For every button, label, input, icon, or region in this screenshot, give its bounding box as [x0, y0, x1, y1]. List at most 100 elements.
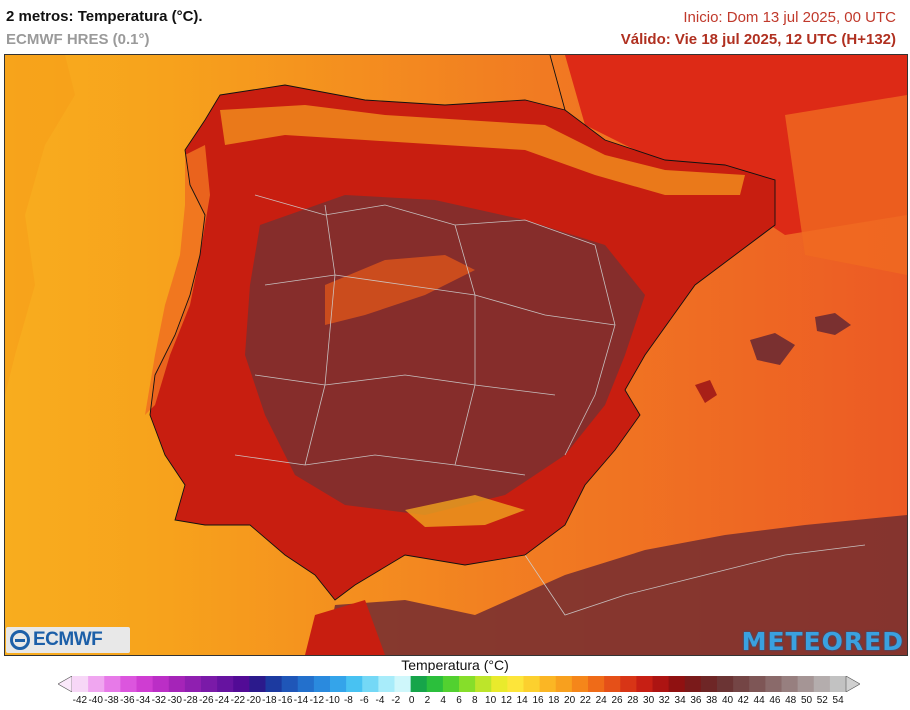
- scale-swatch: [829, 676, 847, 692]
- scale-swatch: [120, 676, 137, 692]
- run-time: Inicio: Dom 13 jul 2025, 00 UTC: [683, 9, 896, 26]
- color-scale-bar: [58, 676, 860, 692]
- scale-swatch: [749, 676, 766, 692]
- mallorca-island: [815, 313, 851, 335]
- legend-tick-label: -36: [120, 695, 135, 706]
- legend-tick-label: -2: [391, 695, 401, 706]
- legend-tick-label: 0: [408, 695, 415, 706]
- scale-swatch: [88, 676, 105, 692]
- scale-swatch: [700, 676, 718, 692]
- legend-tick-label: -10: [325, 695, 340, 706]
- legend-tick-label: 42: [737, 695, 749, 706]
- scale-swatch: [136, 676, 154, 692]
- ecmwf-logo: ECMWF: [6, 627, 130, 653]
- scale-swatch: [281, 676, 299, 692]
- scale-swatch: [588, 676, 605, 692]
- legend-tick-label: -4: [375, 695, 385, 706]
- scale-swatch: [571, 676, 589, 692]
- scale-swatch: [636, 676, 653, 692]
- scale-swatch: [475, 676, 492, 692]
- cantabrian-mountains: [220, 105, 745, 195]
- scale-swatch: [297, 676, 315, 692]
- temperature-map[interactable]: [4, 54, 908, 656]
- legend-tick-label: 26: [611, 695, 623, 706]
- scale-swatch: [733, 676, 750, 692]
- scale-swatch: [184, 676, 202, 692]
- valid-time: Válido: Vie 18 jul 2025, 12 UTC (H+132): [620, 31, 896, 48]
- legend-tick-label: -40: [88, 695, 103, 706]
- morocco-coast: [305, 600, 385, 655]
- model-name: ECMWF HRES (0.1°): [6, 31, 150, 48]
- scale-swatch: [313, 676, 331, 692]
- legend-tick-label: 30: [643, 695, 655, 706]
- legend-tick-label: 36: [690, 695, 702, 706]
- scale-swatch: [426, 676, 444, 692]
- legend-tick-label: 4: [440, 695, 446, 706]
- scale-swatch: [797, 676, 815, 692]
- scale-swatch: [507, 676, 524, 692]
- legend-tick-label: 40: [721, 695, 734, 706]
- scale-swatch: [813, 676, 831, 692]
- scale-swatch: [201, 676, 218, 692]
- scale-swatch: [684, 676, 702, 692]
- coastline: [149, 55, 776, 601]
- legend-title: Temperatura (°C): [401, 657, 509, 673]
- legend-tick-label: 6: [456, 695, 462, 706]
- legend-tick-label: -22: [230, 695, 246, 706]
- scale-swatch: [442, 676, 460, 692]
- ecmwf-logo-text: ECMWF: [33, 629, 103, 650]
- legend-tick-label: 18: [548, 695, 560, 706]
- legend-tick-label: 46: [769, 695, 781, 706]
- scale-swatch: [168, 676, 186, 692]
- legend-tick-label: -28: [183, 695, 198, 706]
- scale-swatch: [620, 676, 637, 692]
- ecmwf-logo-icon: [10, 630, 30, 650]
- legend-tick-label: 52: [816, 695, 828, 706]
- legend-tick-label: 10: [485, 695, 497, 706]
- legend-ticks: -42 -40 -38 -36 -34 -32 -30 -28 -26 -24 -22 -20 -18-…: [0, 695, 910, 709]
- atlantic-band: [5, 55, 75, 395]
- ibiza-island: [695, 380, 717, 403]
- legend-tick-label: 8: [472, 695, 478, 706]
- legend-tick-label: 16: [532, 695, 544, 706]
- scale-swatch: [152, 676, 170, 692]
- scale-swatch: [265, 676, 283, 692]
- legend-tick-label: -38: [104, 695, 119, 706]
- province-borders: [234, 194, 866, 616]
- legend-tick-label: 20: [564, 695, 576, 706]
- scale-swatch: [217, 676, 234, 692]
- legend-tick-label: 14: [516, 695, 528, 706]
- legend-tick-label: -20: [246, 695, 261, 706]
- legend-tick-label: -16: [277, 695, 293, 706]
- central-system: [325, 255, 475, 325]
- portugal-coast: [145, 145, 210, 415]
- scale-swatch: [491, 676, 508, 692]
- scale-max-arrow: [845, 676, 860, 692]
- scale-swatch: [523, 676, 541, 692]
- legend-tick-label: -24: [214, 695, 230, 706]
- map-title: 2 metros: Temperatura (°C).: [6, 8, 203, 25]
- legend-tick-label: 50: [800, 695, 813, 706]
- legend-tick-label: -18: [262, 695, 277, 706]
- mediterranean-north: [785, 95, 907, 275]
- legend-tick-label: 44: [753, 695, 765, 706]
- scale-swatch: [765, 676, 782, 692]
- meteored-logo: METEORED: [741, 627, 904, 656]
- legend-tick-label: -30: [167, 695, 182, 706]
- legend-tick-label: -42: [72, 695, 88, 706]
- scale-swatch: [459, 676, 476, 692]
- scale-swatch: [555, 676, 573, 692]
- legend-tick-label: -8: [343, 695, 353, 706]
- scale-swatch: [362, 676, 379, 692]
- scale-swatch: [104, 676, 121, 692]
- menorca-island: [750, 333, 795, 365]
- legend-tick-label: 24: [595, 695, 607, 706]
- legend-tick-label: 12: [500, 695, 512, 706]
- legend-tick-label: 22: [579, 695, 591, 706]
- sierra-nevada: [405, 495, 525, 527]
- legend-tick-label: 28: [627, 695, 639, 706]
- legend-tick-label: 34: [674, 695, 686, 706]
- scale-swatch: [330, 676, 347, 692]
- legend-tick-label: -34: [135, 695, 151, 706]
- scale-swatch: [717, 676, 734, 692]
